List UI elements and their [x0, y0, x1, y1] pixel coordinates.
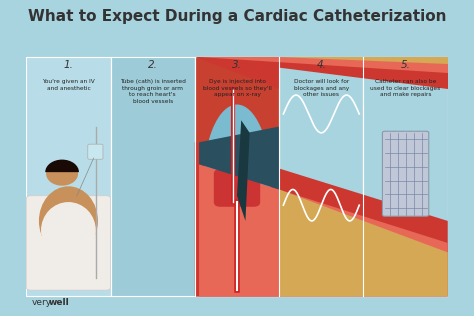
Polygon shape: [199, 126, 279, 190]
FancyBboxPatch shape: [383, 131, 429, 216]
Text: You're given an IV
and anesthetic: You're given an IV and anesthetic: [42, 79, 95, 91]
Text: well: well: [49, 298, 70, 307]
FancyBboxPatch shape: [26, 196, 110, 290]
Text: 5.: 5.: [401, 60, 410, 70]
Polygon shape: [195, 57, 448, 89]
Bar: [110, 57, 195, 296]
Ellipse shape: [41, 202, 96, 259]
Polygon shape: [199, 164, 448, 296]
Text: 3.: 3.: [232, 60, 242, 70]
Polygon shape: [195, 142, 448, 296]
Bar: [26, 57, 110, 296]
Bar: [279, 57, 364, 296]
Bar: [364, 57, 448, 296]
Ellipse shape: [39, 186, 98, 256]
Ellipse shape: [203, 105, 271, 262]
Polygon shape: [195, 142, 279, 296]
FancyBboxPatch shape: [88, 144, 103, 159]
Wedge shape: [45, 160, 79, 172]
Bar: [195, 57, 279, 296]
Text: 1.: 1.: [64, 60, 73, 70]
Polygon shape: [237, 120, 250, 221]
Text: 4.: 4.: [316, 60, 326, 70]
Text: Doctor will look for
blockages and any
other issues: Doctor will look for blockages and any o…: [294, 79, 349, 97]
Text: What to Expect During a Cardiac Catheterization: What to Expect During a Cardiac Catheter…: [28, 9, 446, 24]
Polygon shape: [279, 190, 448, 296]
Polygon shape: [279, 57, 448, 64]
Text: 2.: 2.: [148, 60, 158, 70]
Text: very: very: [31, 298, 52, 307]
Bar: [195, 57, 279, 296]
Text: Tube (cath) is inserted
through groin or arm
to reach heart's
blood vessels: Tube (cath) is inserted through groin or…: [120, 79, 186, 104]
Circle shape: [46, 162, 78, 186]
FancyBboxPatch shape: [214, 169, 260, 207]
Text: Dye is injected into
blood vessels so they'll
appear on x-ray: Dye is injected into blood vessels so th…: [202, 79, 272, 97]
Text: Catheter can also be
used to clear blockages
and make repairs: Catheter can also be used to clear block…: [371, 79, 441, 97]
Polygon shape: [195, 57, 279, 89]
Polygon shape: [199, 57, 448, 73]
